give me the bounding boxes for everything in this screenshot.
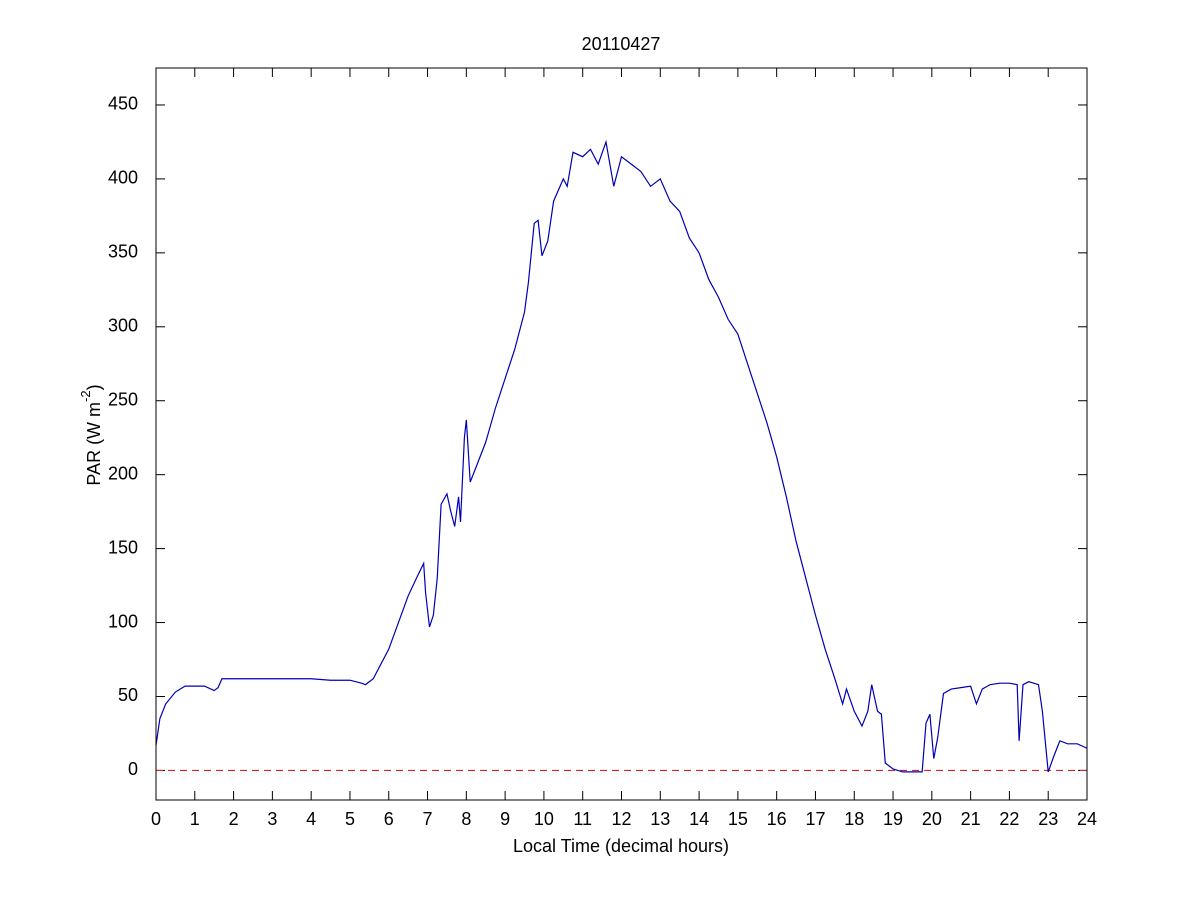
y-tick-label: 450 [108,94,138,114]
y-tick-label: 150 [108,537,138,557]
x-tick-label: 20 [922,809,942,829]
x-tick-label: 8 [461,809,471,829]
x-tick-label: 12 [611,809,631,829]
x-tick-label: 11 [573,809,592,829]
y-tick-label: 50 [118,685,138,705]
y-tick-label: 250 [108,389,138,409]
x-tick-label: 23 [1038,809,1058,829]
y-tick-label: 0 [128,759,138,779]
x-tick-label: 10 [534,809,554,829]
x-tick-label: 0 [151,809,161,829]
chart-title: 20110427 [582,34,661,54]
x-tick-label: 21 [961,809,981,829]
x-tick-label: 1 [190,809,200,829]
x-axis-label: Local Time (decimal hours) [513,836,729,856]
y-tick-label: 300 [108,316,138,336]
plot-frame [155,67,1088,801]
x-tick-label: 17 [805,809,825,829]
x-tick-label: 4 [306,809,316,829]
y-tick-label: 400 [108,168,138,188]
x-tick-label: 2 [229,809,239,829]
x-tick-label: 3 [267,809,277,829]
y-tick-label: 200 [108,463,138,483]
x-tick-label: 5 [345,809,355,829]
x-tick-label: 14 [689,809,709,829]
x-tick-label: 9 [500,809,510,829]
x-tick-label: 24 [1077,809,1097,829]
x-tick-label: 13 [650,809,670,829]
x-tick-label: 7 [423,809,433,829]
y-tick-label: 350 [108,242,138,262]
x-tick-label: 6 [384,809,394,829]
data-line [155,139,1088,773]
x-tick-label: 15 [728,809,748,829]
y-tick-label: 100 [108,611,138,631]
y-axis-label: PAR (W m-2) [78,384,103,485]
x-tick-label: 18 [844,809,864,829]
x-tick-label: 19 [883,809,903,829]
x-tick-label: 16 [767,809,787,829]
x-tick-label: 22 [999,809,1019,829]
